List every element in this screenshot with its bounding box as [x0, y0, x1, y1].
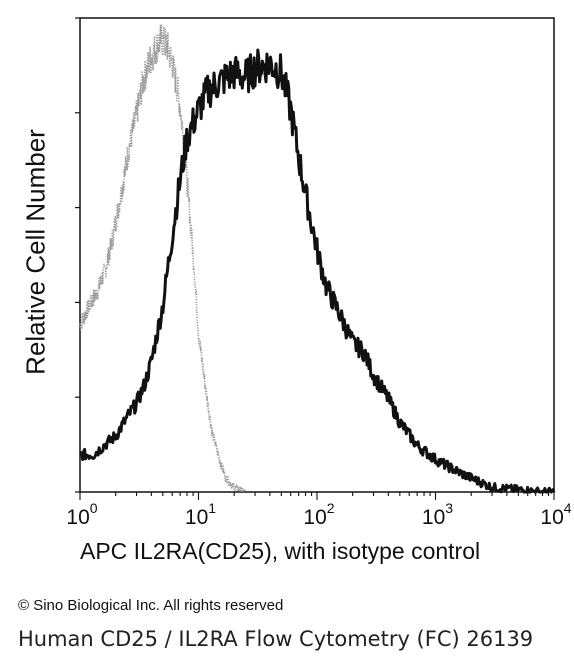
figure-caption: Human CD25 / IL2RA Flow Cytometry (FC) 2… — [18, 627, 534, 651]
il2ra-cd25-trace — [79, 48, 556, 494]
histogram-series-2 — [79, 48, 556, 494]
x-tick-label: 102 — [303, 500, 335, 529]
y-axis-label: Relative Cell Number — [20, 129, 51, 375]
isotype-control-trace — [79, 24, 247, 493]
x-tick-label: 103 — [421, 500, 454, 529]
x-tick-label: 101 — [184, 500, 217, 529]
copyright-notice: © Sino Biological Inc. All rights reserv… — [18, 597, 284, 614]
x-tick-label: 104 — [540, 500, 572, 529]
x-axis-label: APC IL2RA(CD25), with isotype control — [80, 538, 481, 564]
histogram-series-1 — [79, 24, 247, 493]
x-tick-label: 100 — [66, 500, 98, 529]
